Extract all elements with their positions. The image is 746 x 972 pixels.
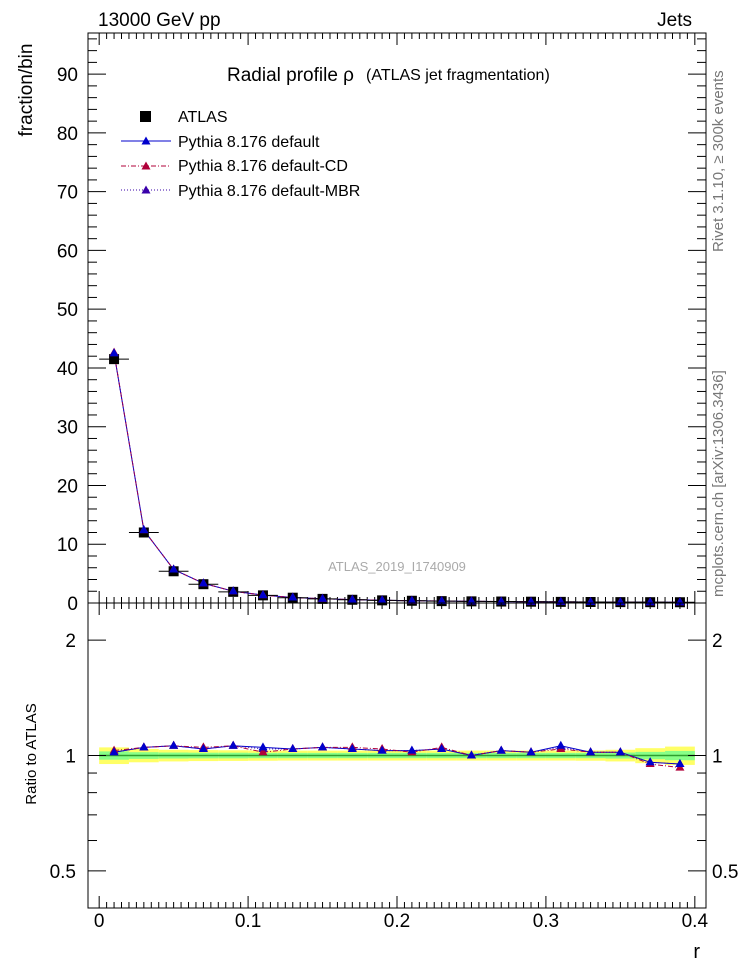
- main-y-tick-labels: 0 10 20 30 40 50 60 70 80 90: [57, 65, 78, 615]
- mcplots-label: mcplots.cern.ch [arXiv:1306.3436]: [710, 370, 727, 597]
- legend: ATLAS Pythia 8.176 default Pythia 8.176 …: [121, 109, 360, 200]
- ratio-point: [258, 747, 268, 756]
- mc-point: [347, 594, 357, 603]
- legend-label-default-mbr: Pythia 8.176 default-MBR: [178, 183, 360, 200]
- ratio-point: [377, 745, 387, 754]
- ratio-series-line: [114, 745, 680, 769]
- ratio-y-tick-label: 0.5: [50, 862, 76, 883]
- ratio-point: [347, 743, 357, 752]
- ratio-y-tick-label: 1: [65, 747, 76, 768]
- ratio-y-tick-label-right: 0.5: [712, 862, 738, 883]
- mc-point: [169, 564, 179, 573]
- mc-point: [466, 596, 476, 605]
- chart-title: Radial profile ρ: [227, 65, 354, 86]
- ratio-axis-ticks: [88, 603, 706, 909]
- ratio-point: [139, 742, 149, 751]
- legend-marker-default: [141, 136, 151, 145]
- x-tick-labels: 0 0.1 0.2 0.3 0.4: [94, 911, 709, 932]
- mc-point: [318, 593, 328, 602]
- ratio-panel: 0.5 0.51 12 2 0 0.1 0.2 0.3 0.4 Ratio to ATLAS …: [23, 602, 739, 963]
- mc-point: [198, 578, 208, 587]
- ratio-point: [318, 742, 328, 751]
- ratio-y-axis-label: Ratio to ATLAS: [23, 703, 40, 804]
- ratio-y-tick-label-right: 1: [712, 747, 723, 768]
- main-y-axis-label: fraction/bin: [16, 44, 37, 137]
- rivet-label: Rivet 3.1.10, ≥ 300k events: [710, 70, 727, 252]
- main-panel: 0 10 20 30 40 50 60 70 80 90 fraction/bin Radial …: [16, 32, 707, 615]
- ratio-point: [526, 747, 536, 756]
- mc-point: [109, 348, 119, 357]
- ratio-data-layer: [109, 740, 685, 771]
- ratio-point: [615, 747, 625, 756]
- x-tick-label: 0.4: [682, 911, 709, 932]
- ratio-uncertainty-bands: [99, 746, 695, 765]
- ratio-point: [586, 747, 596, 756]
- ratio-point: [437, 743, 447, 752]
- mc-point: [437, 596, 447, 605]
- legend-marker-default-cd: [141, 161, 151, 170]
- legend-label-default: Pythia 8.176 default: [178, 134, 320, 151]
- x-axis-label: r: [693, 941, 700, 963]
- ratio-series-line: [113, 745, 680, 765]
- header-right: Jets: [657, 10, 692, 31]
- x-tick-label: 0.1: [235, 911, 261, 932]
- main-y-tick-label: 80: [57, 124, 78, 145]
- mc-point: [288, 592, 298, 601]
- ratio-point: [645, 757, 655, 766]
- header-left: 13000 GeV pp: [98, 10, 221, 31]
- main-y-tick-label: 90: [57, 65, 78, 86]
- legend-marker-default-mbr: [141, 185, 151, 194]
- main-y-tick-label: 10: [57, 535, 78, 556]
- mc-point: [258, 590, 268, 599]
- main-y-tick-label: 70: [57, 183, 78, 204]
- x-tick-label: 0.3: [533, 911, 559, 932]
- ratio-point: [288, 743, 298, 752]
- legend-label-atlas: ATLAS: [178, 109, 228, 126]
- ratio-point: [466, 750, 476, 759]
- main-y-tick-label: 60: [57, 241, 78, 262]
- ratio-point: [169, 740, 179, 749]
- ratio-point: [258, 742, 268, 751]
- ratio-point: [109, 747, 119, 756]
- main-y-tick-label: 0: [67, 594, 78, 615]
- ratio-point: [407, 745, 417, 754]
- legend-label-default-cd: Pythia 8.176 default-CD: [178, 158, 348, 175]
- main-data-layer: [99, 347, 695, 608]
- x-tick-label: 0.2: [384, 911, 410, 932]
- ratio-point: [198, 743, 208, 752]
- main-y-tick-label: 20: [57, 476, 78, 497]
- atlas-point: [109, 354, 120, 365]
- main-y-tick-label: 50: [57, 300, 78, 321]
- chart-subtitle: (ATLAS jet fragmentation): [366, 67, 550, 84]
- ratio-point: [228, 740, 238, 749]
- ratio-y-tick-label: 2: [65, 631, 76, 652]
- mc-point: [377, 595, 387, 604]
- analysis-watermark: ATLAS_2019_I1740909: [328, 559, 466, 574]
- ratio-point: [556, 740, 566, 749]
- ratio-point: [675, 759, 685, 768]
- mc-point: [407, 595, 417, 604]
- main-y-tick-label: 30: [57, 418, 78, 439]
- x-tick-label: 0: [94, 911, 105, 932]
- ratio-y-tick-labels: 0.5 0.5 1 1 2 2: [50, 631, 739, 883]
- ratio-point: [496, 745, 506, 754]
- ratio-y-tick-label-right: 2: [712, 631, 723, 652]
- mc-point: [139, 525, 149, 534]
- main-axis-ticks: [88, 33, 706, 604]
- legend-marker-atlas: [140, 111, 151, 122]
- main-y-tick-label: 40: [57, 359, 78, 380]
- mc-point: [228, 586, 238, 595]
